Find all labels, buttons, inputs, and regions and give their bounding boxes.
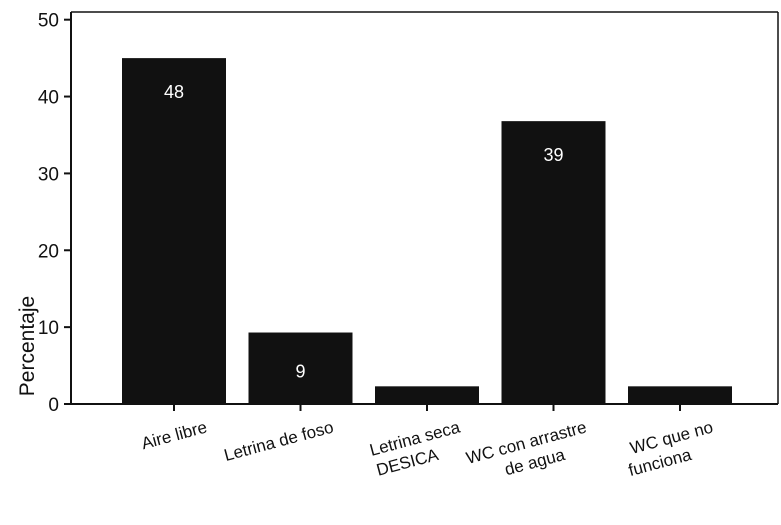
bar bbox=[248, 332, 353, 404]
category-label-line: Letrina de foso bbox=[222, 418, 336, 465]
bar bbox=[628, 386, 732, 404]
y-tick-label: 50 bbox=[38, 11, 59, 32]
bar bbox=[375, 386, 479, 404]
y-tick-label: 40 bbox=[38, 88, 59, 109]
bar-value-label: 9 bbox=[295, 362, 305, 382]
bars bbox=[122, 58, 732, 405]
data-labels: 48 9 39 bbox=[164, 82, 564, 381]
y-tick-label: 0 bbox=[48, 395, 59, 416]
bar bbox=[501, 121, 606, 405]
y-axis-ticks: 0 10 20 30 40 50 bbox=[38, 11, 71, 416]
x-axis-ticks bbox=[173, 404, 681, 411]
category-label: Aire libre bbox=[139, 418, 209, 454]
bar bbox=[122, 58, 226, 404]
category-label-line: Aire libre bbox=[139, 418, 209, 454]
y-axis-title: Percentaje bbox=[16, 296, 39, 396]
y-tick-label: 30 bbox=[38, 164, 59, 185]
bar-value-label: 48 bbox=[164, 82, 184, 102]
bar-value-label: 39 bbox=[543, 145, 563, 165]
y-tick-label: 20 bbox=[38, 241, 59, 262]
category-label: Letrina de foso bbox=[222, 418, 336, 465]
category-labels: Aire libre Letrina de foso Letrina secaDES… bbox=[139, 417, 715, 481]
y-tick-label: 10 bbox=[38, 318, 59, 339]
